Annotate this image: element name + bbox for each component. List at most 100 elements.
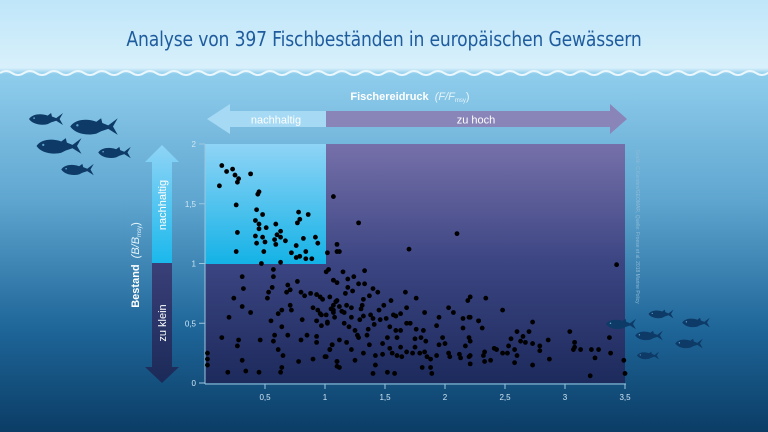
data-point (410, 350, 415, 356)
data-point (520, 333, 526, 339)
data-point (607, 335, 612, 340)
data-point (323, 269, 329, 275)
data-point (622, 371, 628, 376)
data-point (329, 342, 335, 348)
data-point (447, 354, 453, 360)
data-point (530, 362, 535, 368)
data-point (398, 328, 403, 333)
data-point (467, 314, 473, 320)
data-point (412, 336, 418, 342)
sustainable-stock-arrow (145, 145, 179, 263)
data-point (254, 207, 259, 213)
data-point (371, 322, 377, 327)
data-point (268, 318, 274, 324)
data-point (404, 305, 409, 311)
data-point (370, 371, 376, 376)
data-point (578, 347, 583, 352)
x-tick-label: 1,5 (379, 393, 391, 402)
data-point (278, 259, 283, 265)
x-tick-label: 2,5 (499, 393, 511, 402)
data-point (346, 324, 352, 330)
data-point (458, 355, 463, 361)
data-point (315, 307, 321, 313)
data-point (572, 339, 577, 345)
data-point (261, 249, 267, 254)
data-point (530, 319, 535, 325)
data-point (296, 359, 301, 364)
data-point (230, 166, 236, 172)
y-tick-label: 1,5 (185, 200, 197, 209)
data-point (314, 333, 319, 339)
data-point (434, 323, 439, 329)
data-point (295, 220, 300, 226)
data-point (404, 320, 409, 326)
data-point (302, 293, 307, 299)
data-point (243, 368, 249, 374)
data-point (614, 262, 619, 268)
data-point (295, 279, 300, 284)
data-point (332, 314, 337, 320)
data-point (341, 320, 347, 326)
data-point (263, 225, 269, 231)
data-point (331, 277, 336, 283)
data-point (331, 310, 336, 315)
data-point (349, 347, 354, 352)
data-point (537, 348, 543, 354)
x-tick-label: 3,5 (619, 393, 631, 402)
data-point (233, 202, 239, 208)
fish-icon (36, 138, 82, 154)
data-point (385, 335, 390, 340)
data-point (334, 280, 340, 286)
data-point (284, 289, 289, 295)
data-point (344, 339, 349, 345)
data-point (421, 328, 426, 333)
data-point (259, 261, 264, 266)
data-point (387, 324, 393, 330)
data-point (482, 359, 487, 364)
data-point (361, 296, 366, 302)
x-tick-label: 1 (323, 393, 328, 402)
data-point (587, 373, 593, 379)
data-point (393, 313, 399, 319)
data-point (232, 172, 238, 178)
data-point (434, 353, 439, 358)
data-point (460, 316, 466, 321)
data-point (314, 292, 319, 297)
fish-icon (635, 330, 663, 341)
data-point (381, 302, 387, 308)
data-point (289, 250, 294, 256)
y-arrow-bottom-label: zu klein (157, 304, 169, 341)
data-point (429, 371, 435, 376)
data-point (317, 311, 323, 317)
data-point (301, 236, 306, 241)
data-point (380, 351, 385, 357)
fish-school-left (29, 113, 131, 176)
data-point (337, 304, 342, 309)
data-point (508, 336, 514, 342)
data-point (350, 288, 355, 294)
data-point (376, 307, 382, 313)
data-point (361, 350, 366, 356)
data-point (287, 287, 293, 293)
data-point (530, 341, 535, 346)
page-title: Analyse von 397 Fischbeständen in europä… (126, 27, 642, 51)
data-point (500, 307, 505, 313)
data-point (345, 276, 351, 282)
data-point (351, 274, 357, 280)
data-point (279, 324, 285, 330)
x-arrow-right-label: zu hoch (457, 115, 496, 127)
data-point (385, 369, 390, 375)
data-point (225, 369, 231, 375)
data-point (337, 365, 342, 370)
data-point (283, 238, 288, 244)
data-point (279, 365, 285, 370)
data-point (266, 289, 271, 295)
data-point (356, 335, 361, 340)
credit-text: Grafik: C.Kersten/GEOMAR, Quelle: Froese… (634, 150, 640, 304)
data-point (418, 335, 424, 340)
data-point (314, 339, 319, 345)
data-point (334, 241, 340, 247)
data-point (362, 281, 367, 287)
data-point (494, 347, 499, 352)
